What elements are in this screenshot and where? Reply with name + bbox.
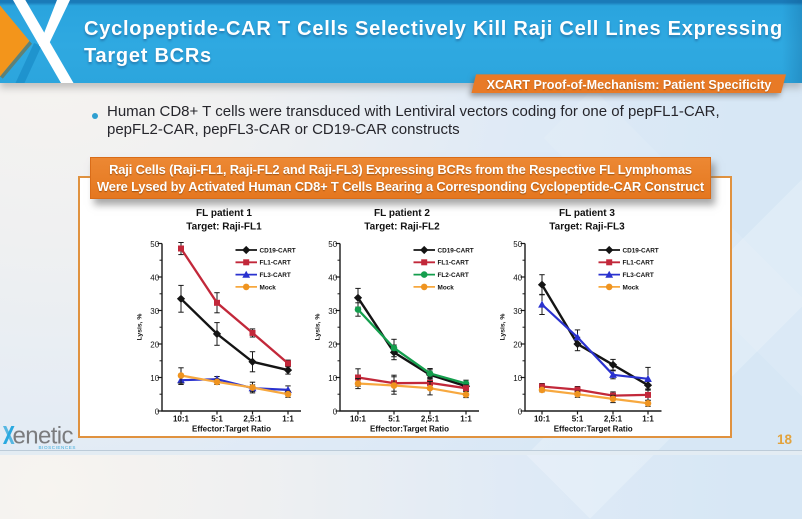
svg-text:enetic: enetic [13, 423, 74, 450]
svg-text:XCART Proof-of-Mechanism: Pati: XCART Proof-of-Mechanism: Patient Specif… [487, 78, 772, 92]
svg-text:BIOSCIENCES: BIOSCIENCES [39, 445, 76, 450]
